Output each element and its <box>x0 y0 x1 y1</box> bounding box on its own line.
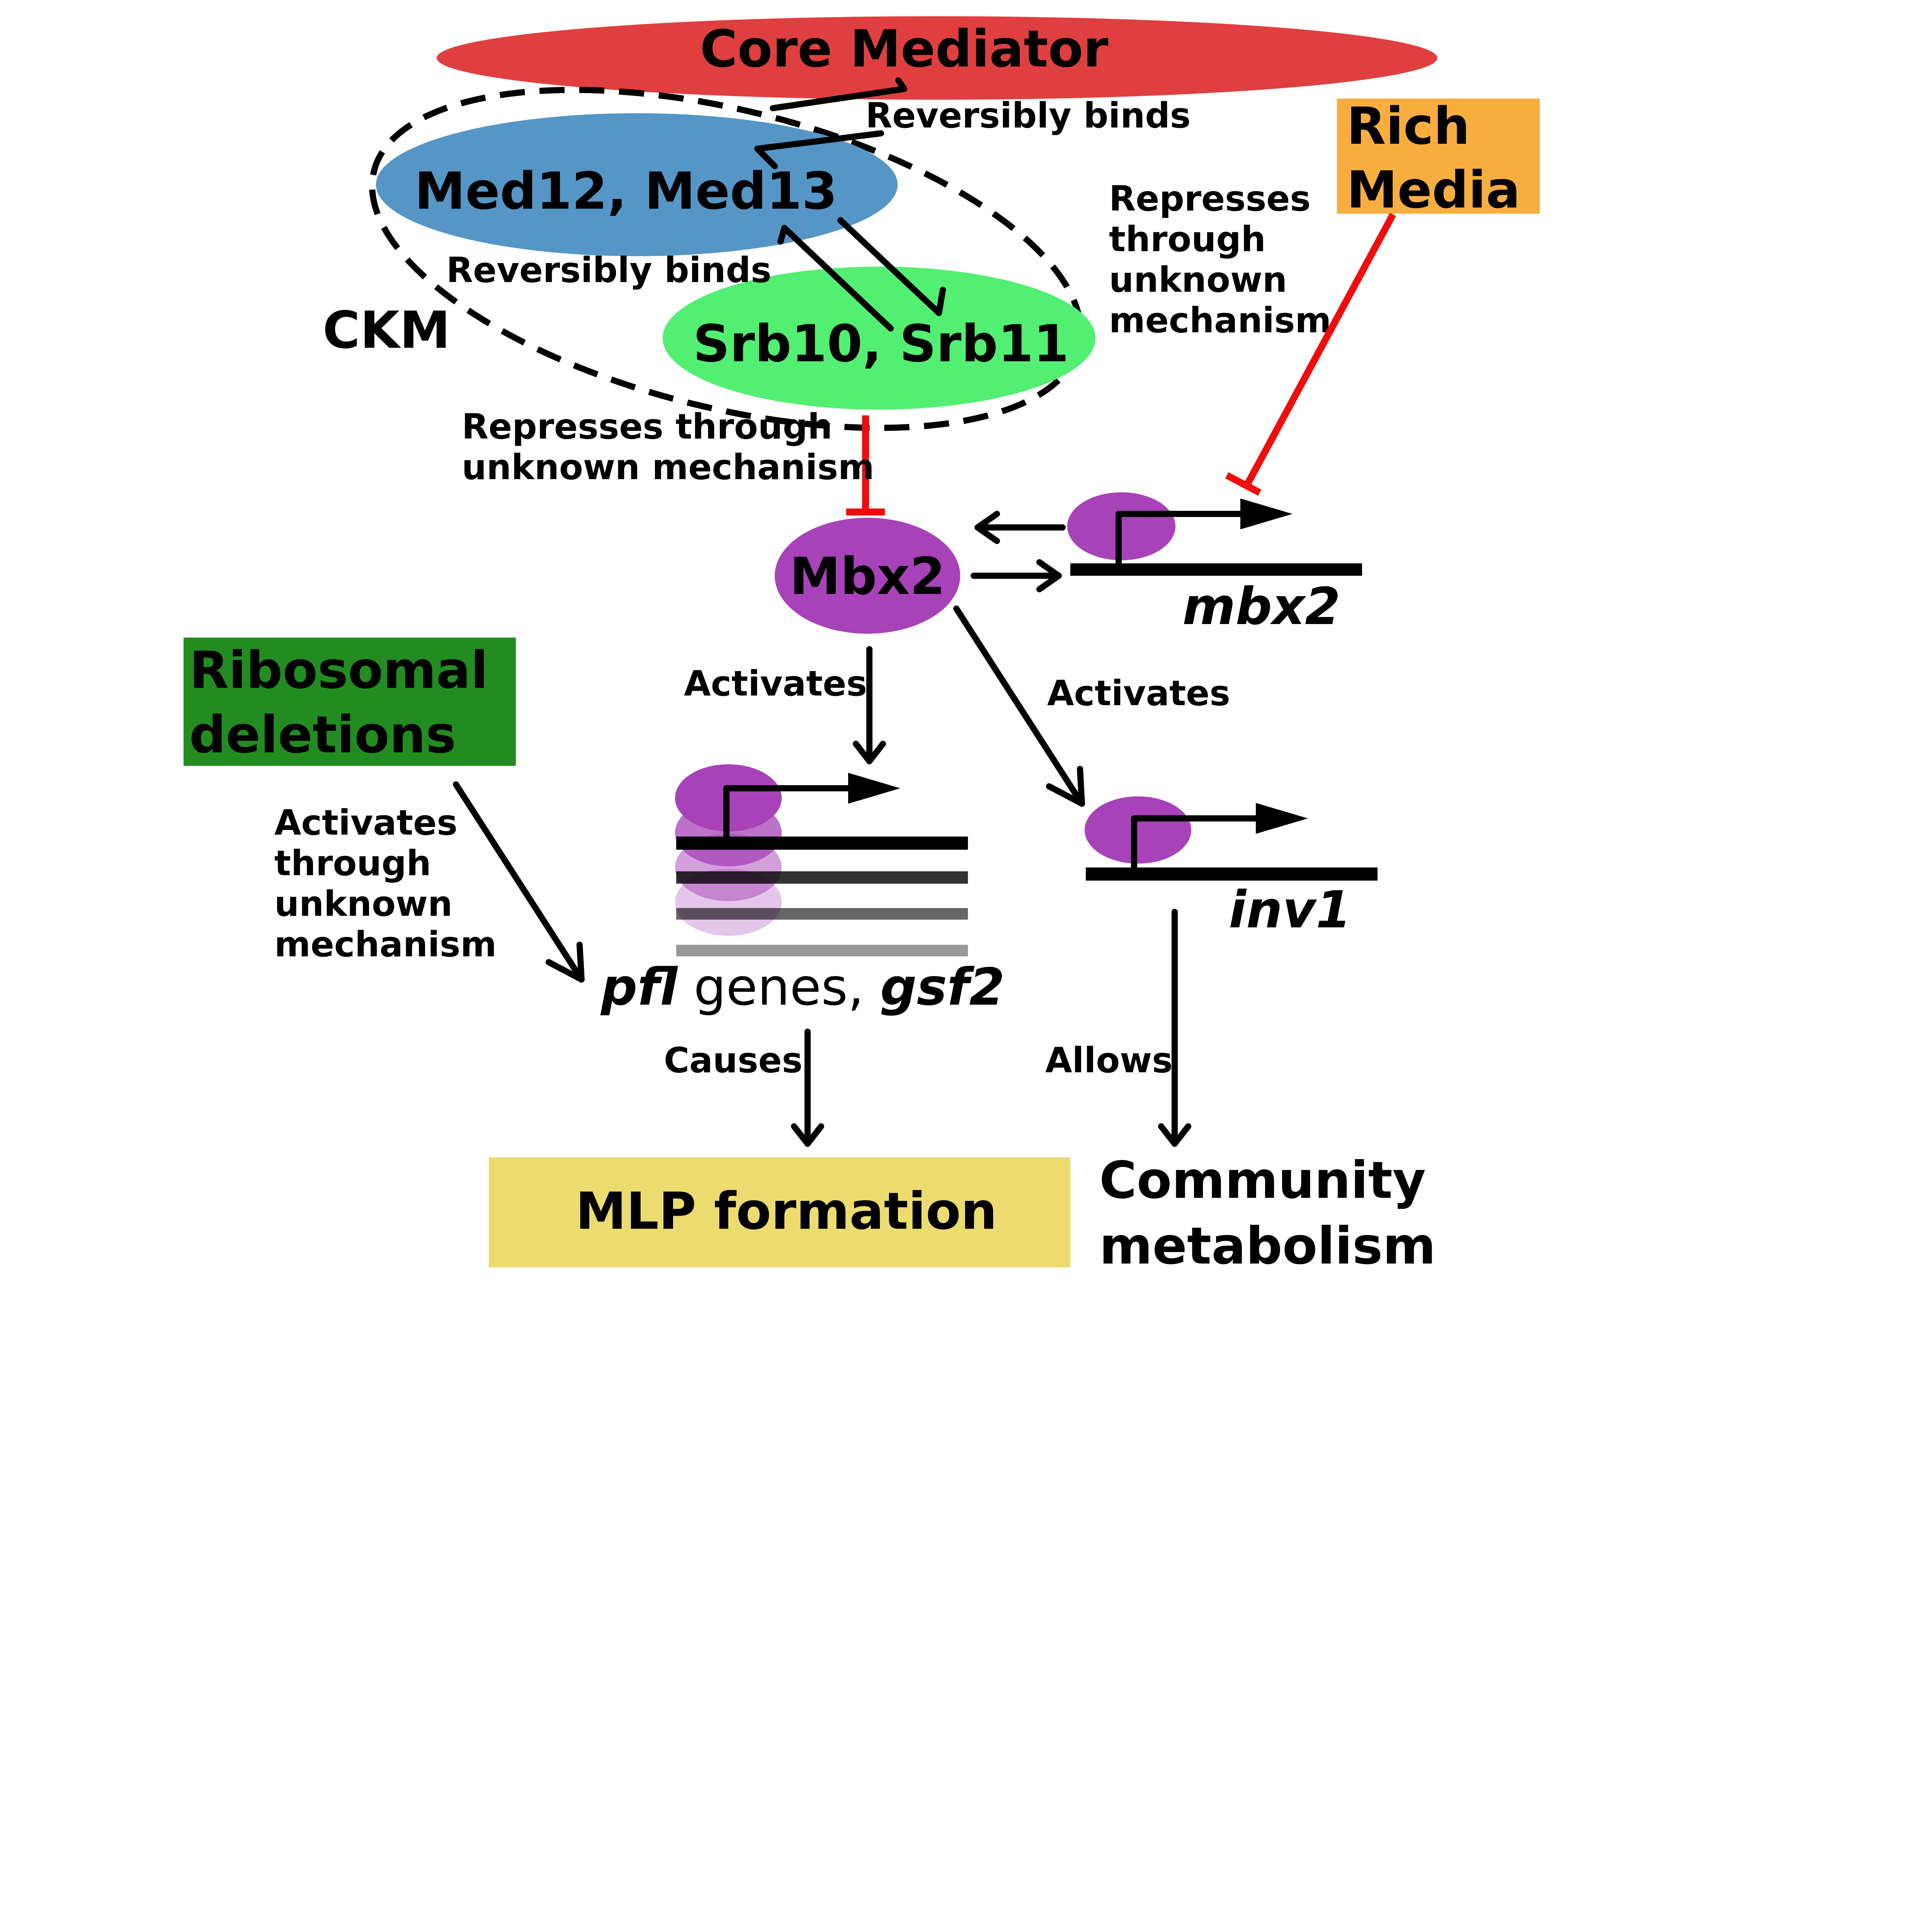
rich-media-repress-bar <box>1225 472 1262 496</box>
causes-arrowhead <box>791 1123 824 1147</box>
reversibly-binds-top-label: Reversibly binds <box>866 95 1190 136</box>
mbx2-protein-ellipse <box>775 518 960 634</box>
causes-label: Causes <box>664 1040 803 1081</box>
activates-right-label: Activates <box>1047 673 1230 714</box>
activates-right-arrow <box>953 605 1085 807</box>
activates-down-arrowhead <box>853 741 886 764</box>
mbx2-gene-bar <box>1070 563 1362 576</box>
pfl-tss-arrowhead <box>848 773 900 804</box>
core-mediator-label: Core Mediator <box>700 19 1109 79</box>
inv1-promoter-protein <box>1085 796 1191 864</box>
ribosomal-deletions-box <box>184 638 516 766</box>
med12-med13-label: Med12, Med13 <box>415 162 837 221</box>
pfl-gene-bar-4 <box>676 945 968 956</box>
represses-right-label: Represses through unknown mechanism <box>1109 179 1331 341</box>
mbx2-arrowhead-left <box>975 511 1000 544</box>
reversibly-binds-mid-label: Reversibly binds <box>446 250 771 291</box>
ribosomal-activates-arrow <box>453 781 585 983</box>
protein-arrowhead-right <box>1036 559 1062 592</box>
srb10-srb11-ellipse <box>663 267 1095 410</box>
pfl-genes-label: pfl genes, gsf2 <box>600 957 1005 1017</box>
inv1-tss-arrowhead <box>1256 803 1308 834</box>
inv1-gene-bar <box>1086 867 1378 881</box>
mlp-formation-box <box>489 1157 1070 1267</box>
pfl-gene-bar-3 <box>676 908 968 920</box>
community-metabolism-label: Community metabolism <box>1099 1151 1444 1276</box>
mbx2-tss-arrow <box>1116 511 1255 566</box>
allows-arrowhead <box>1158 1123 1191 1147</box>
ckm-label: CKM <box>323 301 451 360</box>
pfl-tss-arrow <box>723 785 861 840</box>
ribosomal-deletions-label: Ribosomal deletions <box>189 641 506 765</box>
rich-media-box <box>1337 99 1540 214</box>
mbx2-gene-label: mbx2 <box>1182 577 1340 636</box>
inv1-gene-label: inv1 <box>1229 880 1351 940</box>
mlp-formation-label: MLP formation <box>576 1182 997 1241</box>
mbx2-protein-label: Mbx2 <box>790 547 946 606</box>
mbx2-tss-arrowhead <box>1240 498 1293 529</box>
represses-left-label: Represses through unknown mechanism <box>462 406 874 488</box>
reversible-bind-arrow-up <box>770 77 907 111</box>
activates-right-arrowhead <box>1046 766 1085 807</box>
core-mediator-ellipse <box>437 16 1437 100</box>
srb10-srb11-label: Srb10, Srb11 <box>693 314 1069 374</box>
pfl-gene-bar-2 <box>676 871 968 884</box>
rich-media-label: Rich Media <box>1347 97 1520 220</box>
reversible-bind-arrow-down <box>754 130 884 169</box>
reversible-bind-arrow-a <box>777 225 894 332</box>
pfl-gene-bar-1 <box>676 837 968 850</box>
reversible-bind-arrow-b <box>837 217 946 316</box>
inv1-tss-arrow <box>1131 815 1270 871</box>
rich-media-repress-line <box>1245 213 1396 485</box>
ribosomal-activates-arrowhead <box>546 942 585 983</box>
activates-ribo-label: Activates through unknown mechanism <box>274 803 497 965</box>
allows-label: Allows <box>1045 1040 1173 1081</box>
activates-down-label: Activates <box>684 663 867 704</box>
